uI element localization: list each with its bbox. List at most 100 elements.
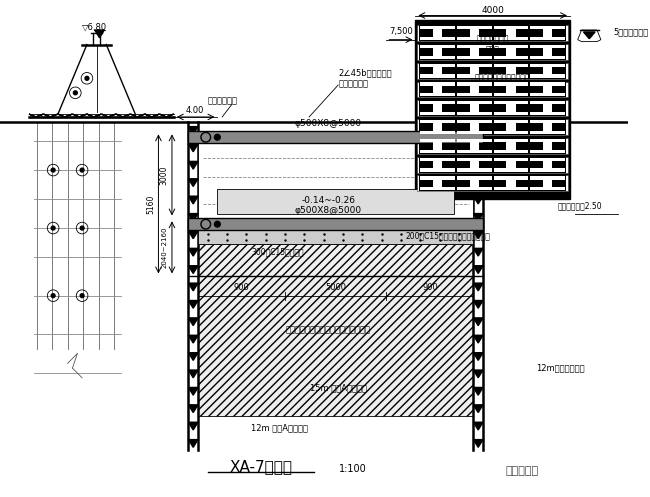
Bar <box>506 66 515 76</box>
Bar <box>530 56 565 59</box>
Polygon shape <box>29 114 44 117</box>
Polygon shape <box>584 32 595 39</box>
Bar <box>421 37 455 40</box>
Bar <box>543 160 552 169</box>
Text: 300厚C15素砼垫台: 300厚C15素砼垫台 <box>251 248 304 256</box>
Bar <box>457 56 491 59</box>
Bar <box>456 63 493 79</box>
Bar <box>456 119 493 135</box>
Bar <box>198 230 473 245</box>
Polygon shape <box>473 162 483 169</box>
Bar <box>457 120 491 123</box>
Polygon shape <box>58 114 72 117</box>
Bar <box>506 103 515 113</box>
Text: 4000: 4000 <box>481 6 504 15</box>
Bar <box>421 158 455 161</box>
Bar <box>493 63 529 79</box>
Bar <box>470 47 479 57</box>
Polygon shape <box>473 266 483 273</box>
Text: -0.14~-0.26: -0.14~-0.26 <box>302 196 356 205</box>
Polygon shape <box>116 114 131 117</box>
Bar <box>457 168 491 171</box>
Bar <box>198 276 473 416</box>
Bar <box>188 218 483 230</box>
Bar <box>506 84 515 94</box>
Polygon shape <box>473 144 483 152</box>
Bar <box>506 122 515 132</box>
Bar <box>421 139 455 142</box>
Polygon shape <box>188 231 198 239</box>
Text: ▽6.80: ▽6.80 <box>82 22 107 32</box>
Bar <box>421 26 455 29</box>
Polygon shape <box>473 127 483 134</box>
Bar <box>457 93 491 96</box>
Polygon shape <box>95 30 105 38</box>
Bar <box>493 138 529 154</box>
Bar <box>530 26 565 29</box>
Polygon shape <box>188 196 198 204</box>
Bar <box>493 56 528 59</box>
Bar <box>421 112 455 115</box>
Bar <box>543 178 552 188</box>
Bar <box>421 131 455 134</box>
Circle shape <box>85 77 89 80</box>
Bar <box>457 150 491 153</box>
Text: 5000: 5000 <box>325 283 346 292</box>
Bar <box>506 47 515 57</box>
Bar <box>530 101 565 104</box>
Bar <box>530 112 565 115</box>
Text: 12m 加强A型钢板桩: 12m 加强A型钢板桩 <box>251 423 308 432</box>
Circle shape <box>51 168 55 172</box>
Bar <box>470 66 479 76</box>
Bar <box>529 25 566 41</box>
Bar <box>470 178 479 188</box>
Polygon shape <box>473 388 483 395</box>
Bar <box>493 119 529 135</box>
Bar <box>457 26 491 29</box>
Text: 放样检对后，布置承台及范围无依据着: 放样检对后，布置承台及范围无依据着 <box>286 325 371 334</box>
Polygon shape <box>188 318 198 326</box>
Polygon shape <box>188 335 198 343</box>
Bar <box>456 138 493 154</box>
Bar <box>217 189 454 214</box>
Bar <box>493 168 528 171</box>
Polygon shape <box>188 162 198 169</box>
Bar <box>457 37 491 40</box>
Bar <box>529 138 566 154</box>
Bar <box>417 63 568 79</box>
Bar <box>417 100 568 116</box>
Text: 5年一遇洪水位: 5年一遇洪水位 <box>614 27 649 36</box>
Bar <box>433 28 442 38</box>
Bar <box>419 157 456 172</box>
Text: 900: 900 <box>422 283 437 292</box>
Bar <box>433 66 442 76</box>
Bar <box>529 82 566 97</box>
Bar <box>493 26 528 29</box>
Bar <box>415 20 570 199</box>
Polygon shape <box>188 301 198 308</box>
Bar <box>457 187 491 190</box>
Bar <box>530 75 565 78</box>
Bar <box>456 82 493 97</box>
Text: 双排钢板桩围堰
详大样: 双排钢板桩围堰 详大样 <box>476 35 509 54</box>
Bar <box>457 112 491 115</box>
Bar <box>419 100 456 116</box>
Polygon shape <box>131 114 145 117</box>
Polygon shape <box>473 196 483 204</box>
Bar <box>530 187 565 190</box>
Bar <box>470 103 479 113</box>
Polygon shape <box>159 114 174 117</box>
Polygon shape <box>473 283 483 291</box>
Text: 双排钢板桩夹夹土工袋围堰: 双排钢板桩夹夹土工袋围堰 <box>474 74 530 83</box>
Bar <box>506 160 515 169</box>
Text: XA-7型支护: XA-7型支护 <box>229 459 292 474</box>
Polygon shape <box>188 388 198 395</box>
Bar <box>543 103 552 113</box>
Bar <box>493 37 528 40</box>
Bar <box>530 176 565 179</box>
Bar <box>493 157 529 172</box>
Bar <box>493 175 529 191</box>
Bar <box>457 83 491 85</box>
Polygon shape <box>473 405 483 413</box>
Polygon shape <box>188 144 198 152</box>
